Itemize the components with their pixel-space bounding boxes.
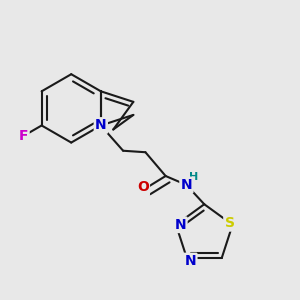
Text: N: N — [184, 254, 196, 268]
Text: O: O — [137, 180, 149, 194]
Text: N: N — [175, 218, 186, 232]
Text: N: N — [95, 118, 106, 133]
Text: N: N — [181, 178, 192, 192]
Text: S: S — [225, 216, 235, 230]
Text: H: H — [189, 172, 199, 182]
Text: F: F — [19, 129, 28, 143]
